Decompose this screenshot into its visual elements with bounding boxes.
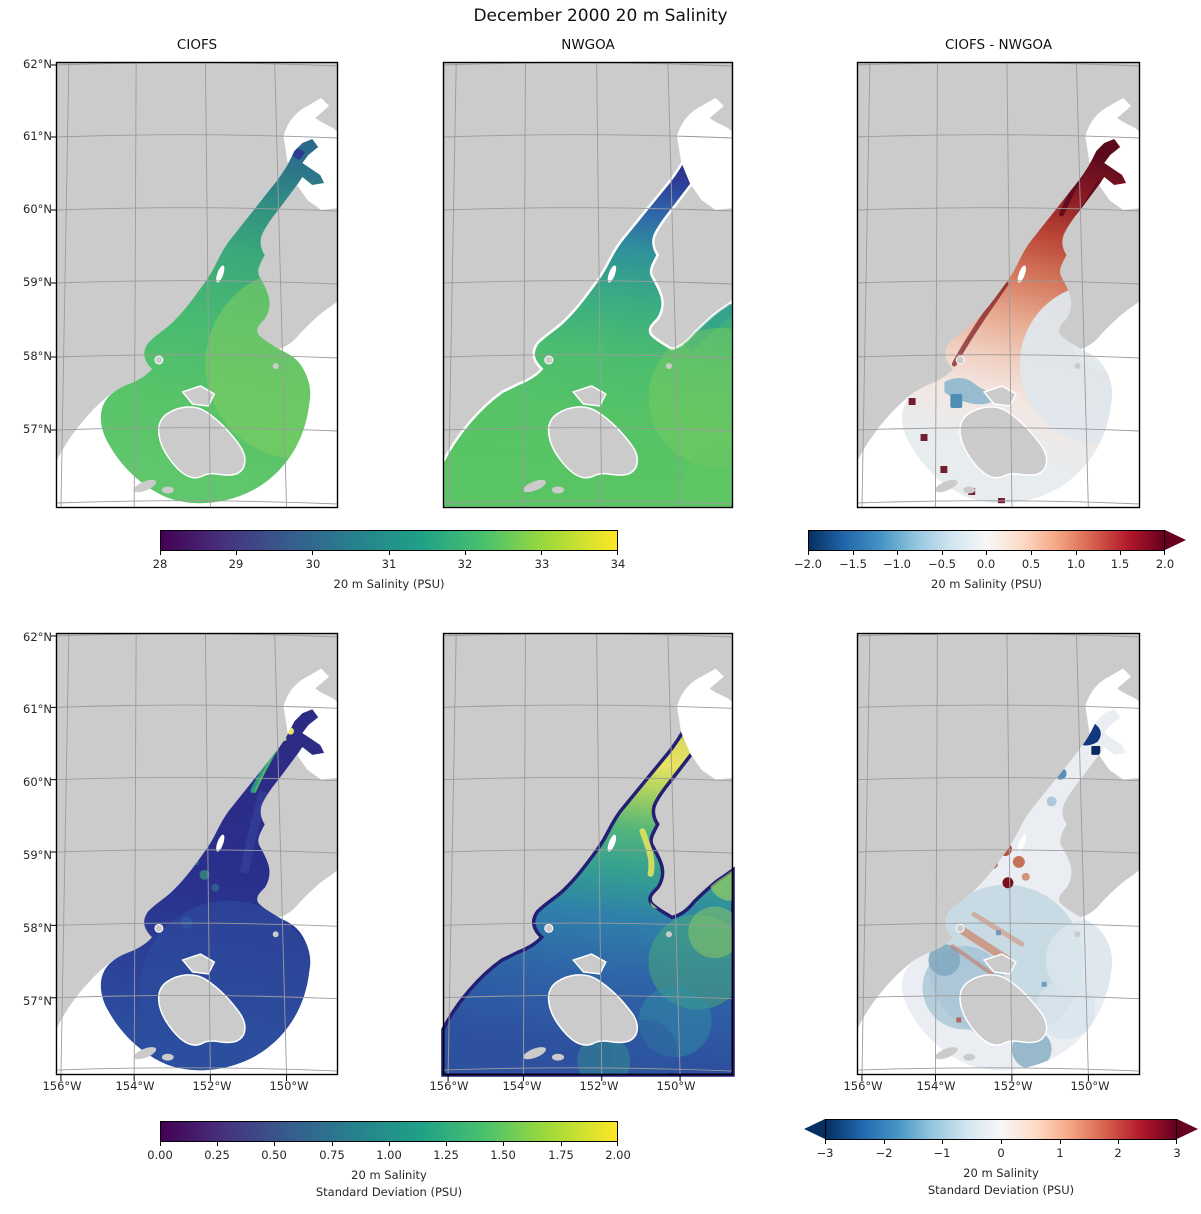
lat-label: 61°N xyxy=(23,129,52,143)
cbar-tick-label: 2.00 xyxy=(605,1148,631,1162)
figure-title: December 2000 20 m Salinity xyxy=(473,6,728,26)
cbar-tick-label: 3 xyxy=(1173,1146,1181,1160)
lon-label: 152°W xyxy=(192,1079,232,1093)
lon-ticks xyxy=(861,1075,1089,1081)
lat-label: 60°N xyxy=(23,775,52,789)
lat-label: 58°N xyxy=(23,921,52,935)
cbar-tick-label: 0.5 xyxy=(1021,557,1041,571)
cbar-tick-label: 31 xyxy=(381,557,397,571)
map-ciofs-std xyxy=(51,632,339,1081)
map-std-difference xyxy=(856,632,1141,1081)
lon-label: 150°W xyxy=(269,1079,309,1093)
lon-label: 154°W xyxy=(502,1079,542,1093)
lon-label: 152°W xyxy=(579,1079,619,1093)
lat-label: 59°N xyxy=(23,848,52,862)
colorbar-std-label-line2: Standard Deviation (PSU) xyxy=(315,1185,463,1199)
lat-ticks xyxy=(51,635,56,999)
cbar-tick-label: 2.0 xyxy=(1155,557,1175,571)
cbar-tick-label: 0.75 xyxy=(319,1148,345,1162)
panel-title-nwgoa: NWGOA xyxy=(561,37,615,53)
cbar-tick-label: 28 xyxy=(152,557,168,571)
cbar-tick-label: 30 xyxy=(305,557,321,571)
colorbar-salinity-diff-label: 20 m Salinity (PSU) xyxy=(931,577,1042,591)
panel-title-ciofs: CIOFS xyxy=(176,37,218,53)
cbar-tick-label: −3 xyxy=(816,1146,834,1160)
lon-label: 156°W xyxy=(42,1079,82,1093)
cbar-tick-label: 0.00 xyxy=(147,1148,173,1162)
colorbar-salinity-diff-gradient xyxy=(808,530,1165,551)
cbar-tick-label: −2 xyxy=(875,1146,893,1160)
cbar-tick-label: −1.0 xyxy=(883,557,911,571)
cbar-tick-label: 32 xyxy=(457,557,473,571)
cbar-tick-label: −0.5 xyxy=(928,557,956,571)
panel-border xyxy=(442,632,734,1076)
cbar-tick-label: −2.0 xyxy=(794,557,822,571)
cbar-tick-label: −1 xyxy=(933,1146,951,1160)
cbar-tick-label: −1.5 xyxy=(839,557,867,571)
lat-label: 61°N xyxy=(23,702,52,716)
map-nwgoa-std xyxy=(441,632,735,1081)
colorbar-salinity-gradient xyxy=(160,530,618,551)
cbar-tick-label: 0.25 xyxy=(204,1148,230,1162)
colorbar-std-diff: −3 −2 −1 0 1 2 3 20 m Salinity Standard … xyxy=(804,1119,1198,1209)
colorbar-salinity: 28 29 30 31 32 33 34 20 m Salinity (PSU) xyxy=(153,530,625,620)
colorbar-std-diff-label-line1: 20 m Salinity xyxy=(963,1166,1039,1180)
colorbar-extend-max-arrow xyxy=(1165,530,1186,550)
lon-ticks xyxy=(447,1075,681,1081)
colorbar-std-gradient xyxy=(160,1121,618,1142)
lon-ticks xyxy=(60,1075,288,1081)
lon-label: 150°W xyxy=(1070,1079,1110,1093)
colorbar-salinity-diff: −2.0 −1.5 −1.0 −0.5 0.0 0.5 1.0 1.5 2.0 … xyxy=(794,530,1186,620)
lon-label: 150°W xyxy=(656,1079,696,1093)
lat-ticks xyxy=(51,64,56,431)
lat-label: 59°N xyxy=(23,275,52,289)
colorbar-std: 0.00 0.25 0.50 0.75 1.00 1.25 1.50 1.75 … xyxy=(147,1121,631,1211)
lat-label: 57°N xyxy=(23,422,52,436)
cbar-tick-label: 1.0 xyxy=(1066,557,1086,571)
lon-label: 152°W xyxy=(993,1079,1033,1093)
lon-label: 154°W xyxy=(916,1079,956,1093)
lat-label: 62°N xyxy=(23,57,52,71)
panel-border xyxy=(856,61,1141,509)
panel-border xyxy=(442,61,734,509)
colorbar-std-label-line1: 20 m Salinity xyxy=(351,1168,427,1182)
cbar-tick-label: 2 xyxy=(1114,1146,1122,1160)
colorbar-std-diff-gradient xyxy=(825,1119,1177,1140)
salinity-detail xyxy=(648,303,733,508)
cbar-tick-label: 1.50 xyxy=(490,1148,516,1162)
lat-label: 62°N xyxy=(23,630,52,644)
map-nwgoa-salinity xyxy=(441,61,735,510)
cbar-tick-label: 1.5 xyxy=(1110,557,1130,571)
cbar-tick-label: 34 xyxy=(610,557,626,571)
panel-border xyxy=(55,632,339,1076)
cbar-tick-label: 1 xyxy=(1056,1146,1064,1160)
lat-label: 60°N xyxy=(23,202,52,216)
cbar-tick-label: 1.75 xyxy=(548,1148,574,1162)
cbar-tick-label: 33 xyxy=(534,557,550,571)
cbar-tick-label: 0.50 xyxy=(261,1148,287,1162)
map-ciofs-salinity xyxy=(51,61,339,509)
colorbar-salinity-label: 20 m Salinity (PSU) xyxy=(333,577,445,591)
lat-label: 58°N xyxy=(23,349,52,363)
panel-border xyxy=(856,632,1141,1076)
lat-label: 57°N xyxy=(23,994,52,1008)
colorbar-std-diff-label-line2: Standard Deviation (PSU) xyxy=(927,1183,1075,1197)
cbar-tick-label: 0 xyxy=(997,1146,1005,1160)
cbar-tick-label: 1.25 xyxy=(433,1148,459,1162)
colorbar-extend-max-arrow xyxy=(1177,1119,1198,1139)
panel-border xyxy=(55,61,339,509)
panel-title-diff: CIOFS - NWGOA xyxy=(944,37,1053,53)
lon-label: 156°W xyxy=(429,1079,469,1093)
colorbar-extend-min-arrow xyxy=(804,1119,825,1139)
map-salinity-difference xyxy=(856,61,1141,509)
cbar-tick-label: 1.00 xyxy=(376,1148,402,1162)
lon-label: 156°W xyxy=(843,1079,883,1093)
cbar-tick-label: 0.0 xyxy=(976,557,996,571)
cbar-tick-label: 29 xyxy=(228,557,244,571)
lon-label: 154°W xyxy=(115,1079,155,1093)
